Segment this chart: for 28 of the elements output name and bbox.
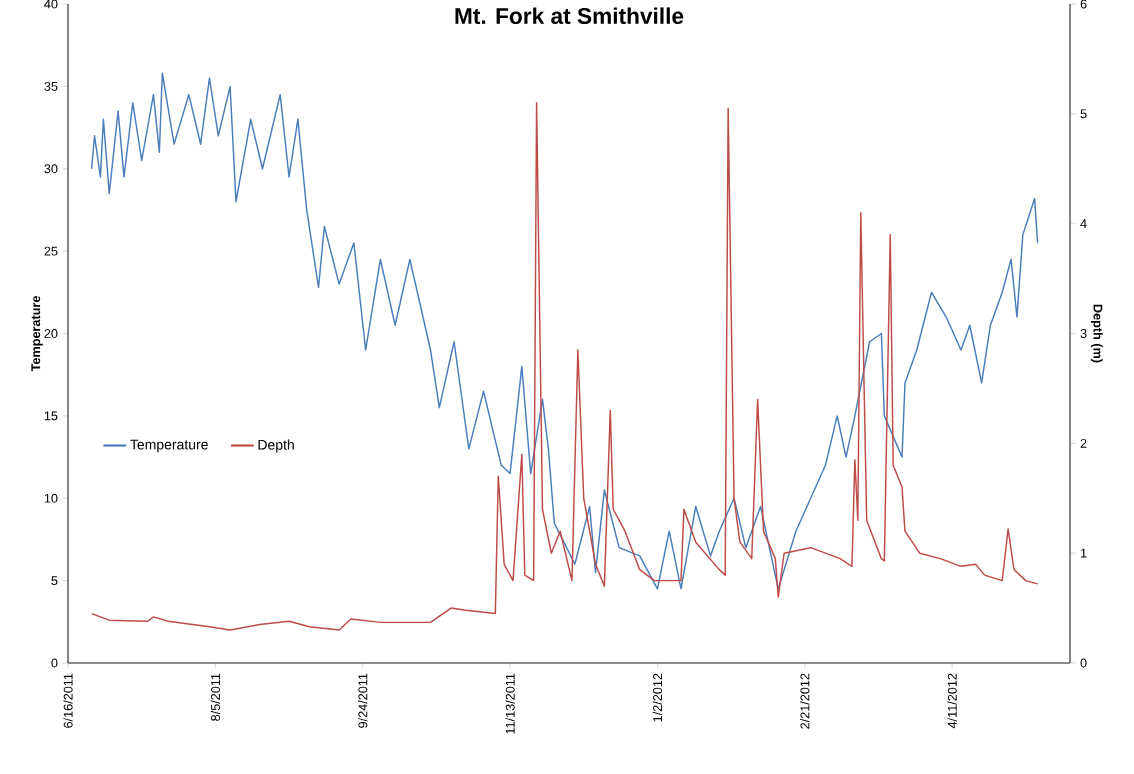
x-tick-label: 11/13/2011 [505,673,515,734]
y2-tick-label: 2 [1080,438,1087,448]
y2-axis-title: Depth (m) [1090,304,1103,363]
x-tick-label: 1/2/2012 [652,673,663,722]
y-tick-label: 25 [44,246,58,256]
y2-tick-label: 3 [1080,329,1087,338]
y2-tick-label: 5 [1080,109,1087,119]
y-tick-label: 30 [44,164,58,174]
chart-title: Mt. Fork at Smithville [455,7,684,25]
y2-tick-label: 6 [1080,0,1087,9]
y-tick-label: 0 [51,658,58,668]
y-tick-label: 20 [44,329,58,338]
x-tick-label: 8/5/2011 [210,673,221,721]
legend-label: Depth [258,439,294,453]
y-tick-label: 40 [44,0,58,9]
y2-tick-label: 1 [1081,548,1087,558]
y-tick-label: 35 [44,81,58,91]
legend-label: Temperature [130,439,208,453]
y2-tick-label: 4 [1080,219,1087,229]
y2-tick-label: 0 [1080,658,1087,668]
x-tick-label: 9/24/2011 [358,673,368,728]
y-axis-title: Temperature [31,296,43,372]
x-tick-label: 4/11/2012 [947,673,957,729]
x-tick-label: 2/21/2012 [800,673,810,729]
y-tick-label: 15 [44,411,58,421]
y-tick-label: 10 [44,493,58,503]
y-tick-label: 5 [51,576,58,586]
x-tick-label: 6/16/2011 [63,673,73,728]
